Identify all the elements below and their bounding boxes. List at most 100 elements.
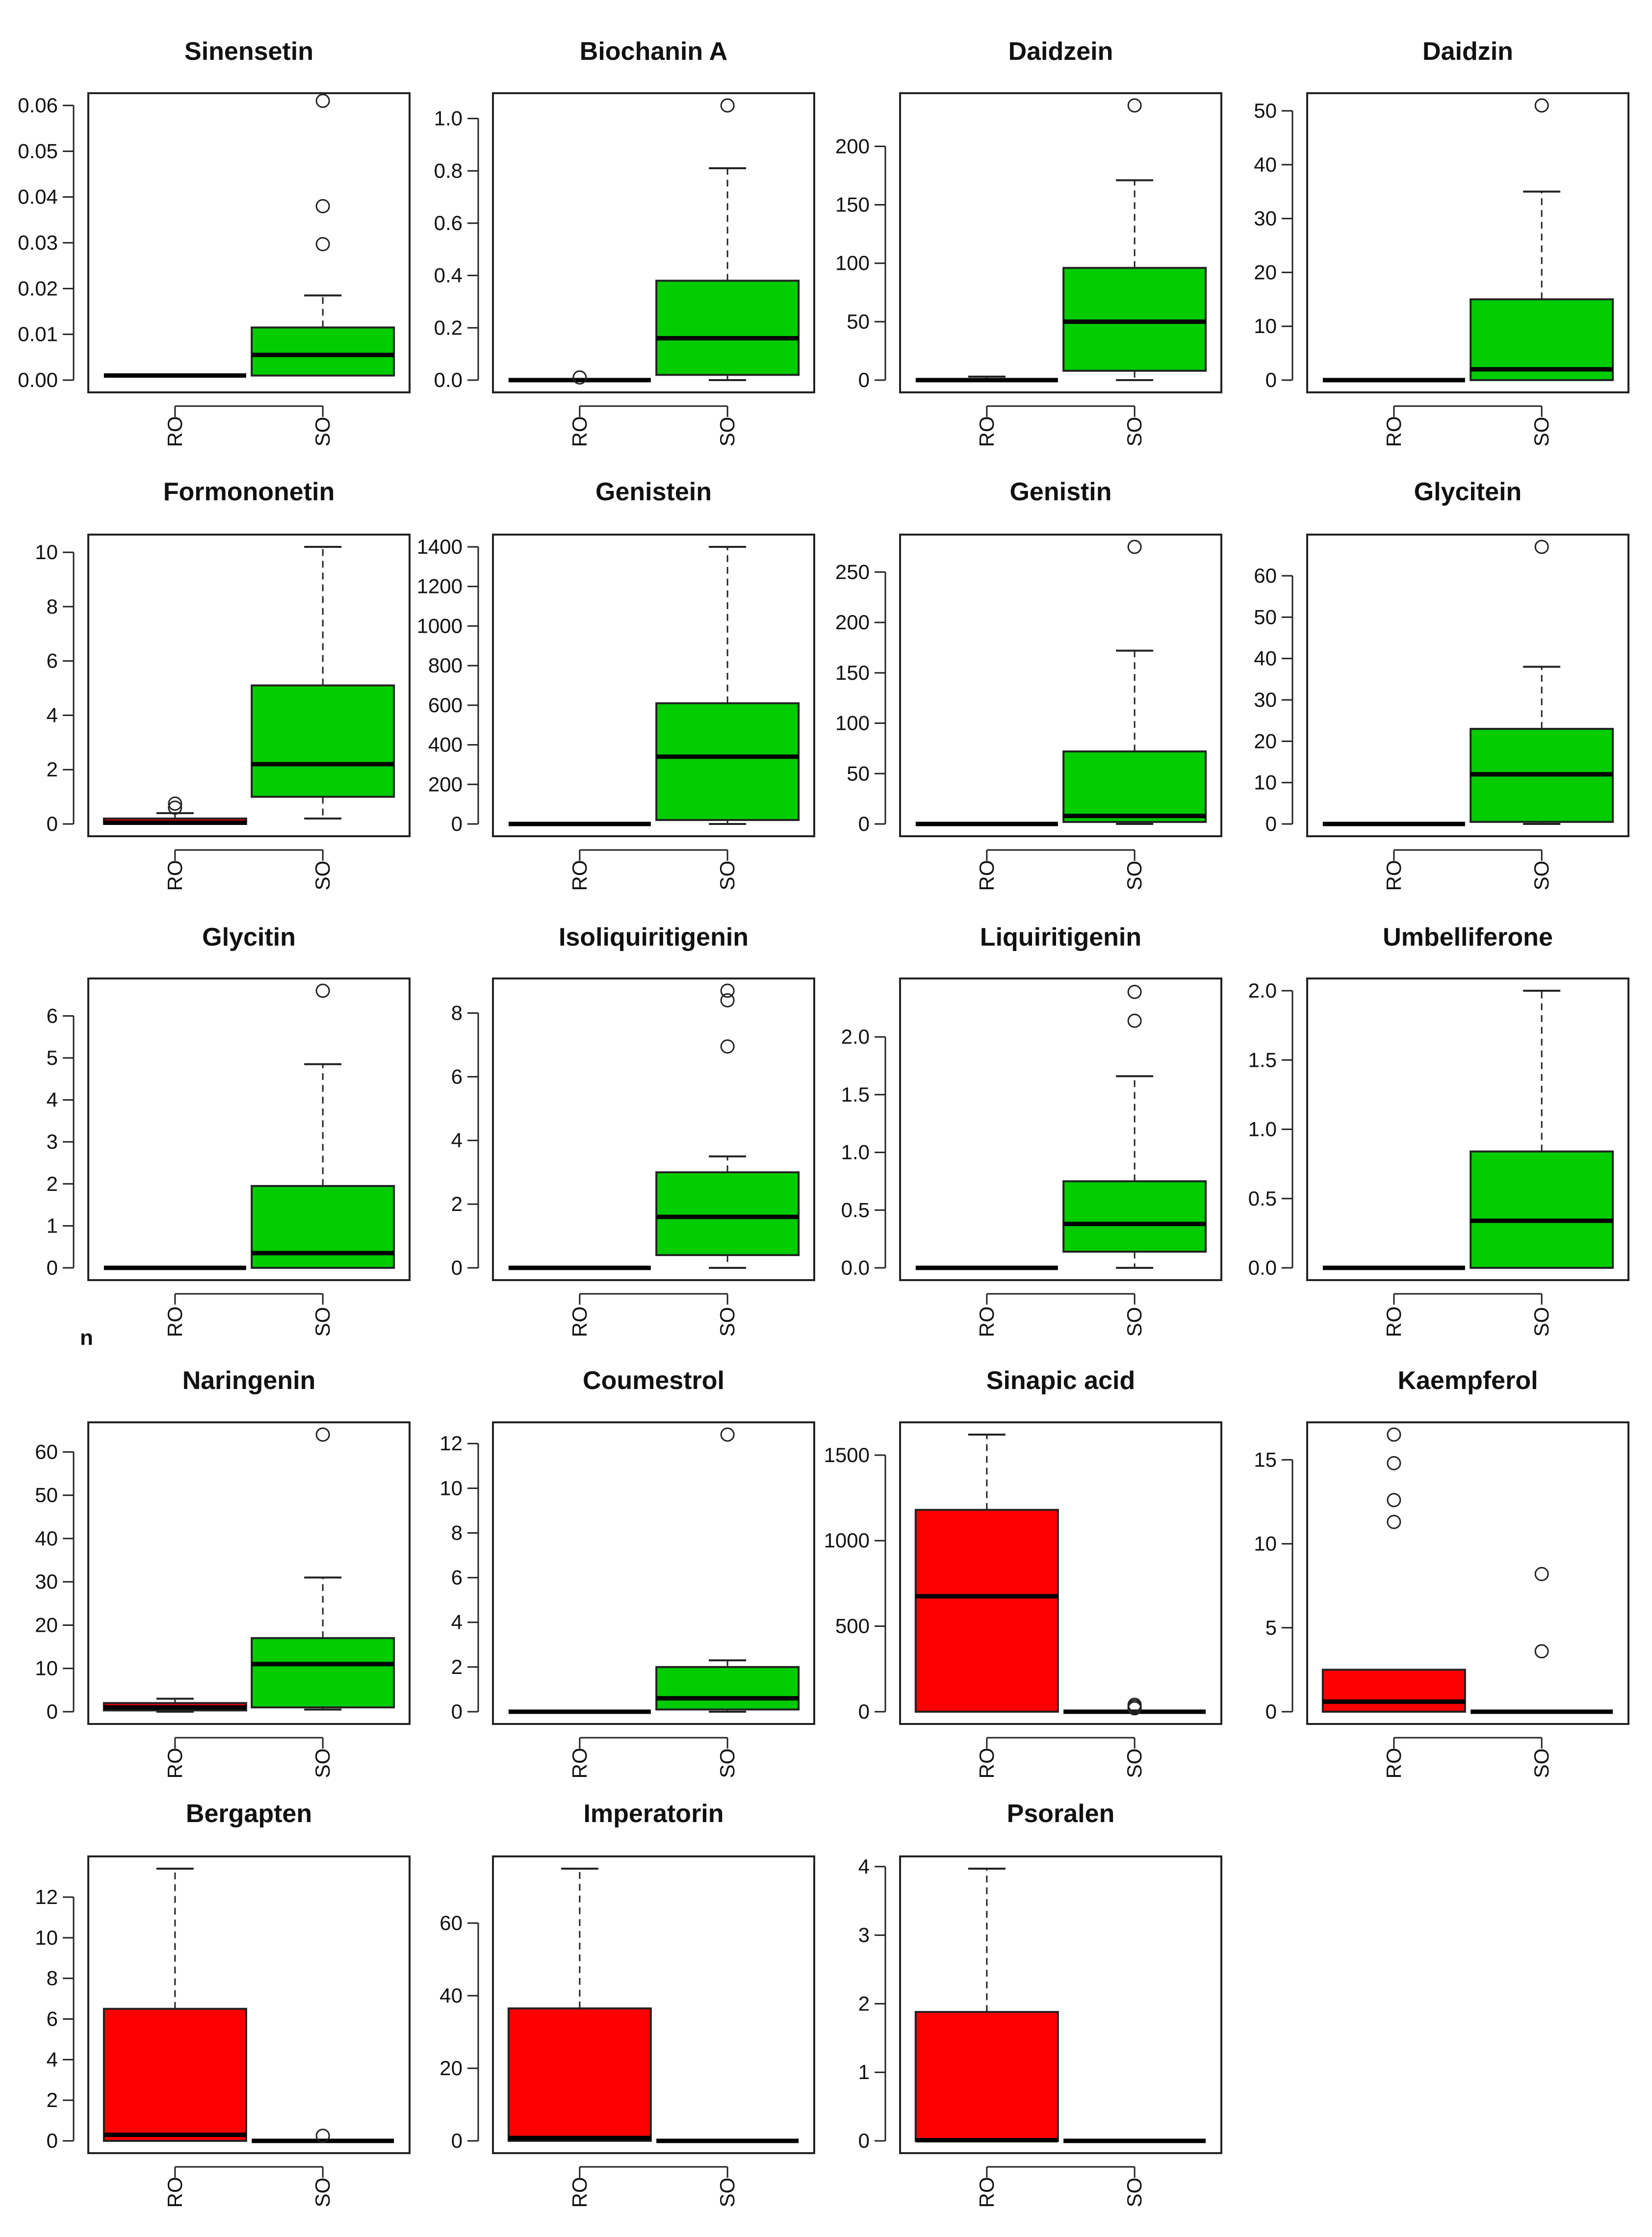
- y-tick-label: 60: [439, 1911, 463, 1934]
- outlier-point: [572, 370, 587, 385]
- panel-glycitin: Glycitin 0 1 2 3 4 5 6 RO SO: [47, 923, 411, 1337]
- y-tick-label: 1.0: [434, 107, 463, 130]
- y-tick-label: 0.01: [18, 323, 58, 346]
- plot-frame: [899, 92, 1222, 393]
- outlier-point: [1387, 1456, 1401, 1470]
- y-tick-label: 50: [1254, 99, 1277, 122]
- box-so: [251, 684, 395, 798]
- panel-title: Kaempferol: [1397, 1366, 1538, 1395]
- x-tick-label: RO: [1382, 860, 1405, 891]
- x-tick-label: SO: [1123, 417, 1146, 447]
- outlier-point: [720, 993, 735, 1007]
- y-tick-label: 60: [1254, 564, 1277, 587]
- plot-frame: [492, 534, 815, 837]
- x-tick-label: RO: [163, 1748, 186, 1779]
- y-tick-label: 0: [47, 1256, 58, 1279]
- y-tick-label: 8: [47, 595, 58, 618]
- panel-title: Bergapten: [186, 1800, 312, 1828]
- panel-sinensetin: Sinensetin 0.00 0.01 0.02 0.03 0.04 0.05 0.06 RO…: [18, 37, 411, 447]
- y-tick-label: 10: [35, 540, 58, 564]
- x-tick-label: RO: [1382, 1307, 1405, 1337]
- y-tick-label: 6: [47, 1004, 58, 1027]
- plot-frame: [492, 1855, 815, 2154]
- panel-title: Genistein: [595, 478, 712, 506]
- y-tick-label: 0.0: [1248, 1256, 1277, 1279]
- box-so: [1470, 298, 1614, 382]
- box-ro: [1321, 1669, 1466, 1713]
- y-tick-label: 200: [835, 611, 870, 634]
- box-ro: [103, 2007, 247, 2142]
- outlier-point: [1127, 540, 1142, 554]
- plot-frame: [1306, 534, 1629, 837]
- y-tick-label: 12: [35, 1885, 58, 1908]
- x-tick-label: SO: [716, 861, 739, 891]
- outlier-point: [1387, 1515, 1401, 1529]
- x-tick-label: SO: [311, 2178, 334, 2208]
- y-tick-label: 2.0: [841, 1025, 870, 1048]
- plot-frame: [87, 1421, 411, 1725]
- y-tick-label: 40: [439, 1984, 463, 2007]
- y-tick-label: 0.6: [434, 211, 463, 234]
- box-so: [1062, 267, 1207, 372]
- y-tick-label: 10: [35, 1657, 58, 1680]
- x-tick-label: SO: [1123, 2178, 1146, 2208]
- panel-liquiritigenin: Liquiritigenin 0.0 0.5 1.0 1.5 2.0 RO SO: [841, 923, 1222, 1337]
- panel-title: Daidzein: [1008, 37, 1113, 66]
- y-tick-label: 600: [428, 694, 463, 717]
- plot-frame: [899, 1421, 1222, 1725]
- x-tick-label: SO: [1123, 1307, 1146, 1337]
- outlier-point: [168, 800, 182, 815]
- y-tick-label: 0: [1265, 1700, 1277, 1723]
- y-tick-label: 2: [47, 1172, 58, 1195]
- panel-title: Daidzin: [1422, 37, 1513, 66]
- plot-frame: [1306, 1421, 1629, 1725]
- outlier-point: [315, 94, 330, 108]
- outlier-point: [315, 2129, 330, 2143]
- y-tick-label: 8: [47, 1967, 58, 1990]
- y-tick-label: 0.8: [434, 159, 463, 182]
- panel-umbelliferone: Umbelliferone 0.0 0.5 1.0 1.5 2.0 RO SO: [1248, 923, 1629, 1337]
- y-tick-label: 1.5: [1248, 1048, 1277, 1071]
- outlier-point: [720, 983, 735, 998]
- x-tick-label: SO: [716, 2178, 739, 2208]
- panel-glycitein: Glycitein 0 10 20 30 40 50 60 RO SO: [1254, 478, 1629, 891]
- y-tick-label: 5: [47, 1046, 58, 1069]
- y-tick-label: 3: [858, 1924, 870, 1947]
- y-tick-label: 200: [428, 772, 463, 796]
- y-tick-label: 800: [428, 654, 463, 677]
- y-tick-label: 10: [35, 1926, 58, 1949]
- panel-genistein: Genistein 0 200 400 600 800 1000 1200 1400 RO SO: [417, 478, 815, 891]
- outlier-point: [1127, 98, 1142, 113]
- box-ro: [914, 2011, 1059, 2142]
- outlier-point: [315, 983, 330, 998]
- y-tick-label: 20: [1254, 729, 1277, 752]
- y-tick-label: 10: [439, 1476, 463, 1499]
- y-tick-label: 100: [835, 712, 870, 735]
- panel-bergapten: Bergapten 0 2 4 6 8 10 12 RO SO: [35, 1800, 411, 2208]
- y-tick-label: 0: [858, 2129, 870, 2152]
- figure-note: n: [80, 1326, 93, 1350]
- y-tick-label: 30: [1254, 207, 1277, 230]
- box-ro: [507, 2007, 652, 2142]
- box-so: [655, 1666, 800, 1711]
- box-so: [1062, 1180, 1207, 1253]
- y-tick-label: 30: [1254, 688, 1277, 711]
- y-tick-label: 2.0: [1248, 979, 1277, 1002]
- y-tick-label: 2: [858, 1992, 870, 2015]
- panel-title: Imperatorin: [583, 1800, 723, 1828]
- plot-frame: [492, 1421, 815, 1725]
- x-tick-label: RO: [1382, 416, 1405, 447]
- y-tick-label: 1.5: [841, 1083, 870, 1106]
- y-tick-label: 4: [451, 1129, 463, 1152]
- panel-title: Liquiritigenin: [980, 923, 1141, 951]
- outlier-point: [1127, 1013, 1142, 1028]
- box-so: [251, 1637, 395, 1709]
- outlier-point: [315, 1427, 330, 1442]
- outlier-point: [720, 1039, 735, 1054]
- x-tick-label: RO: [163, 416, 186, 447]
- x-tick-label: RO: [975, 2177, 998, 2208]
- y-tick-label: 2: [47, 2088, 58, 2111]
- outlier-point: [315, 199, 330, 213]
- panel-isoliquiritigenin: Isoliquiritigenin 0 2 4 6 8 RO SO: [451, 923, 815, 1337]
